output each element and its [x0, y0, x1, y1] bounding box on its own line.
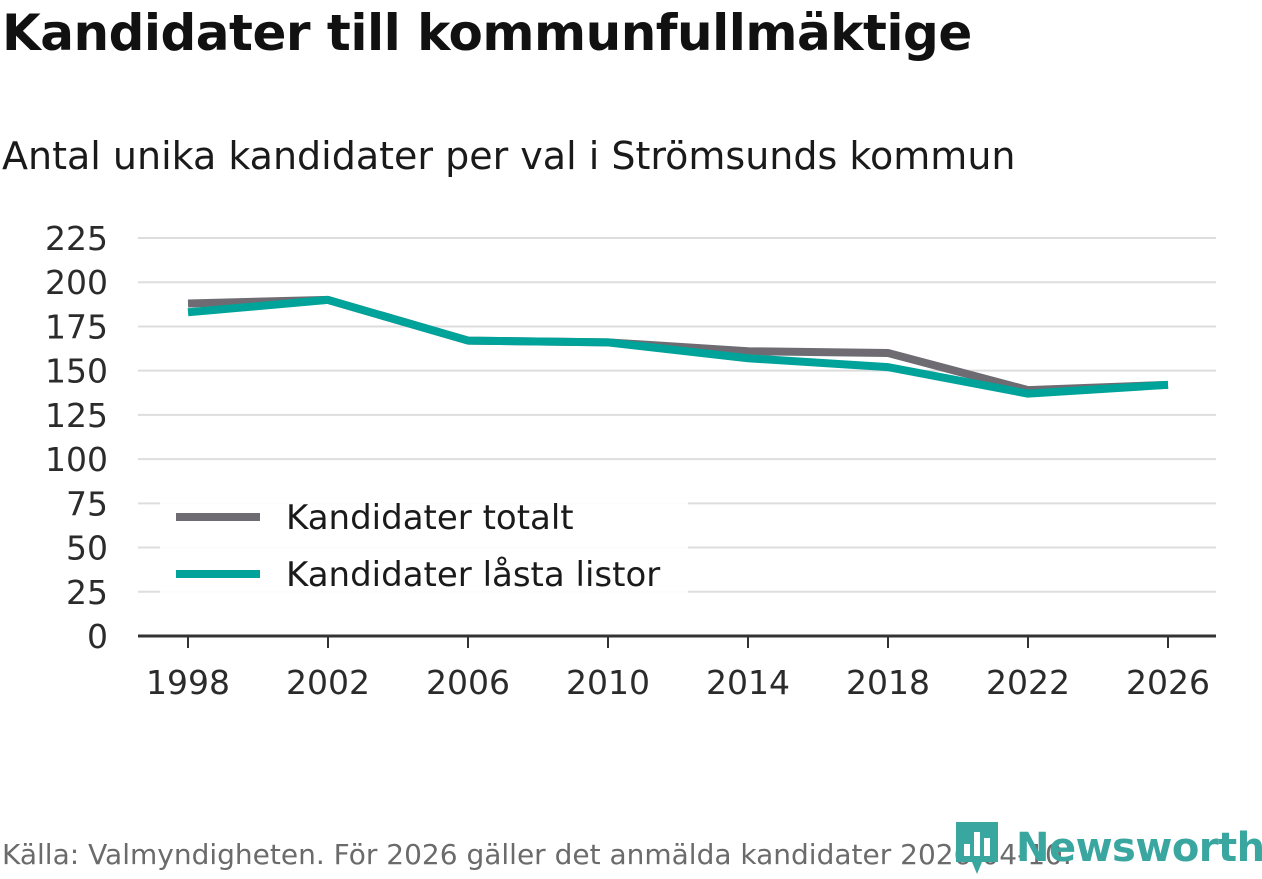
- x-tick-label: 2026: [1126, 663, 1210, 702]
- brand-logo[interactable]: Newsworthy: [952, 818, 1262, 878]
- x-tick-label: 2018: [846, 663, 930, 702]
- y-tick-label: 100: [45, 440, 108, 479]
- series-line-lasta-listor: [187, 295, 1169, 398]
- x-tick-label: 1998: [146, 663, 230, 702]
- y-tick-label: 200: [45, 263, 108, 302]
- series-line-totalt: [187, 295, 1169, 395]
- y-tick-label: 0: [87, 617, 108, 656]
- chart-subtitle: Antal unika kandidater per val i Strömsu…: [2, 134, 1016, 178]
- y-tick-label: 125: [45, 396, 108, 435]
- newsworthy-logo-icon: [956, 822, 998, 874]
- y-tick-label: 150: [45, 352, 108, 391]
- x-tick-label: 2014: [706, 663, 790, 702]
- y-tick-label: 75: [66, 484, 108, 523]
- x-tick-label: 2022: [986, 663, 1070, 702]
- series-lines: [187, 295, 1169, 398]
- legend: Kandidater totalt Kandidater låsta listor: [160, 494, 688, 598]
- y-tick-label: 225: [45, 219, 108, 258]
- x-tick-label: 2010: [566, 663, 650, 702]
- legend-label: Kandidater låsta listor: [286, 555, 660, 595]
- legend-background: [160, 494, 688, 598]
- y-tick-label: 50: [66, 529, 108, 568]
- brand-name: Newsworthy: [1016, 825, 1262, 871]
- source-note: Källa: Valmyndigheten. För 2026 gäller d…: [2, 838, 1072, 871]
- y-axis-ticks: 0 25 50 75 100 125 150 175 200 225: [45, 219, 108, 656]
- y-tick-label: 175: [45, 307, 108, 346]
- legend-label: Kandidater totalt: [286, 498, 574, 538]
- x-tick-label: 2002: [286, 663, 370, 702]
- x-tick-label: 2006: [426, 663, 510, 702]
- chart-title: Kandidater till kommunfullmäktige: [2, 4, 972, 62]
- x-axis-ticks: 1998 2002 2006 2010 2014 2018 2022 2026: [146, 636, 1210, 702]
- y-tick-label: 25: [66, 573, 108, 612]
